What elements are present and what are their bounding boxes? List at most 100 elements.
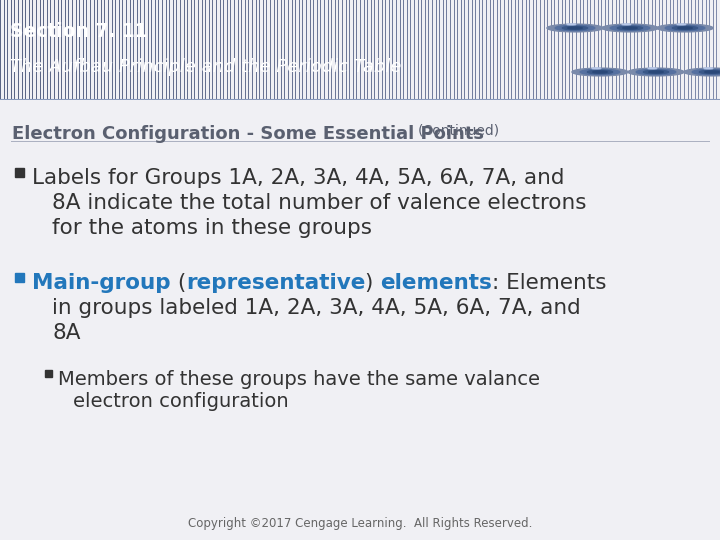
Text: (: (: [171, 273, 186, 293]
Circle shape: [562, 26, 588, 30]
Bar: [666, 0, 667, 100]
Bar: [223, 0, 224, 100]
Bar: [90, 0, 91, 100]
Bar: [504, 0, 505, 100]
Text: in groups labeled 1A, 2A, 3A, 4A, 5A, 6A, 7A, and: in groups labeled 1A, 2A, 3A, 4A, 5A, 6A…: [52, 298, 581, 318]
Text: Main-group: Main-group: [32, 273, 171, 293]
Bar: [457, 0, 458, 100]
Text: 8A: 8A: [52, 323, 81, 343]
Bar: [101, 0, 102, 100]
Bar: [641, 0, 642, 100]
Bar: [263, 0, 264, 100]
Text: : Elements: : Elements: [492, 273, 607, 293]
Bar: [446, 0, 447, 100]
Bar: [230, 0, 231, 100]
Bar: [342, 0, 343, 100]
Bar: [65, 0, 66, 100]
Circle shape: [623, 27, 637, 29]
Bar: [7, 0, 8, 100]
Bar: [43, 0, 44, 100]
Bar: [407, 0, 408, 100]
Bar: [54, 0, 55, 100]
Bar: [659, 0, 660, 100]
Circle shape: [636, 69, 676, 75]
Text: elements: elements: [380, 273, 492, 293]
Circle shape: [592, 68, 601, 69]
Bar: [601, 0, 602, 100]
Bar: [644, 0, 645, 100]
Circle shape: [678, 27, 692, 29]
Bar: [695, 0, 696, 100]
Bar: [518, 0, 519, 100]
Bar: [79, 0, 80, 100]
Bar: [396, 0, 397, 100]
Bar: [709, 0, 710, 100]
Bar: [169, 0, 170, 100]
Bar: [245, 0, 246, 100]
Bar: [554, 0, 555, 100]
Circle shape: [568, 27, 582, 29]
Bar: [572, 0, 573, 100]
Circle shape: [704, 68, 713, 69]
Bar: [0, 0, 1, 100]
Bar: [133, 0, 134, 100]
Bar: [11, 0, 12, 100]
Bar: [331, 0, 332, 100]
Bar: [122, 0, 123, 100]
Bar: [119, 0, 120, 100]
Bar: [385, 0, 386, 100]
Bar: [536, 0, 537, 100]
Bar: [655, 0, 656, 100]
Bar: [583, 0, 584, 100]
Bar: [205, 0, 206, 100]
Circle shape: [588, 70, 613, 74]
Bar: [108, 0, 109, 100]
Bar: [691, 0, 692, 100]
Bar: [47, 0, 48, 100]
Bar: [497, 0, 498, 100]
Circle shape: [567, 24, 576, 25]
Bar: [313, 0, 314, 100]
Bar: [176, 0, 177, 100]
Circle shape: [593, 71, 607, 73]
Bar: [45, 370, 52, 377]
Bar: [479, 0, 480, 100]
Bar: [443, 0, 444, 100]
Text: Members of these groups have the same valance: Members of these groups have the same va…: [58, 370, 540, 389]
Bar: [32, 0, 33, 100]
Bar: [605, 0, 606, 100]
Text: (Continued): (Continued): [418, 124, 500, 138]
Bar: [439, 0, 440, 100]
Bar: [702, 0, 703, 100]
Text: ): ): [365, 273, 380, 293]
Bar: [104, 0, 105, 100]
Bar: [187, 0, 188, 100]
Bar: [356, 0, 357, 100]
Bar: [248, 0, 249, 100]
Text: 8A indicate the total number of valence electrons: 8A indicate the total number of valence …: [52, 193, 587, 213]
Bar: [450, 0, 451, 100]
Bar: [558, 0, 559, 100]
Text: Section 7. 11: Section 7. 11: [10, 22, 148, 41]
Bar: [180, 0, 181, 100]
Bar: [677, 0, 678, 100]
Bar: [482, 0, 483, 100]
Circle shape: [555, 25, 595, 31]
Bar: [522, 0, 523, 100]
Bar: [158, 0, 159, 100]
Bar: [302, 0, 303, 100]
Bar: [36, 0, 37, 100]
Bar: [191, 0, 192, 100]
Circle shape: [628, 68, 684, 76]
Bar: [529, 0, 530, 100]
Bar: [403, 0, 404, 100]
Bar: [284, 0, 285, 100]
Bar: [378, 0, 379, 100]
Bar: [25, 0, 26, 100]
Bar: [515, 0, 516, 100]
Circle shape: [649, 71, 663, 73]
Bar: [144, 0, 145, 100]
Bar: [565, 0, 566, 100]
Bar: [619, 0, 620, 100]
Bar: [115, 0, 116, 100]
